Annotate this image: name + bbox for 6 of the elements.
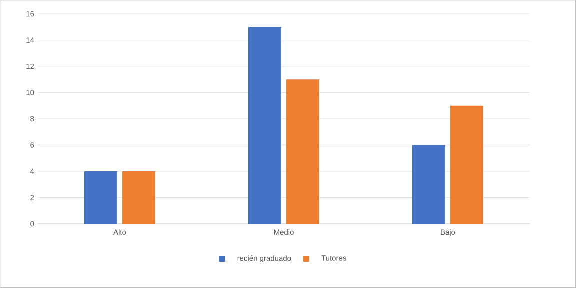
bar <box>450 106 484 224</box>
bar <box>248 27 282 224</box>
bar <box>286 80 320 224</box>
bar <box>84 171 118 224</box>
bar <box>412 145 446 224</box>
bar <box>122 171 156 224</box>
